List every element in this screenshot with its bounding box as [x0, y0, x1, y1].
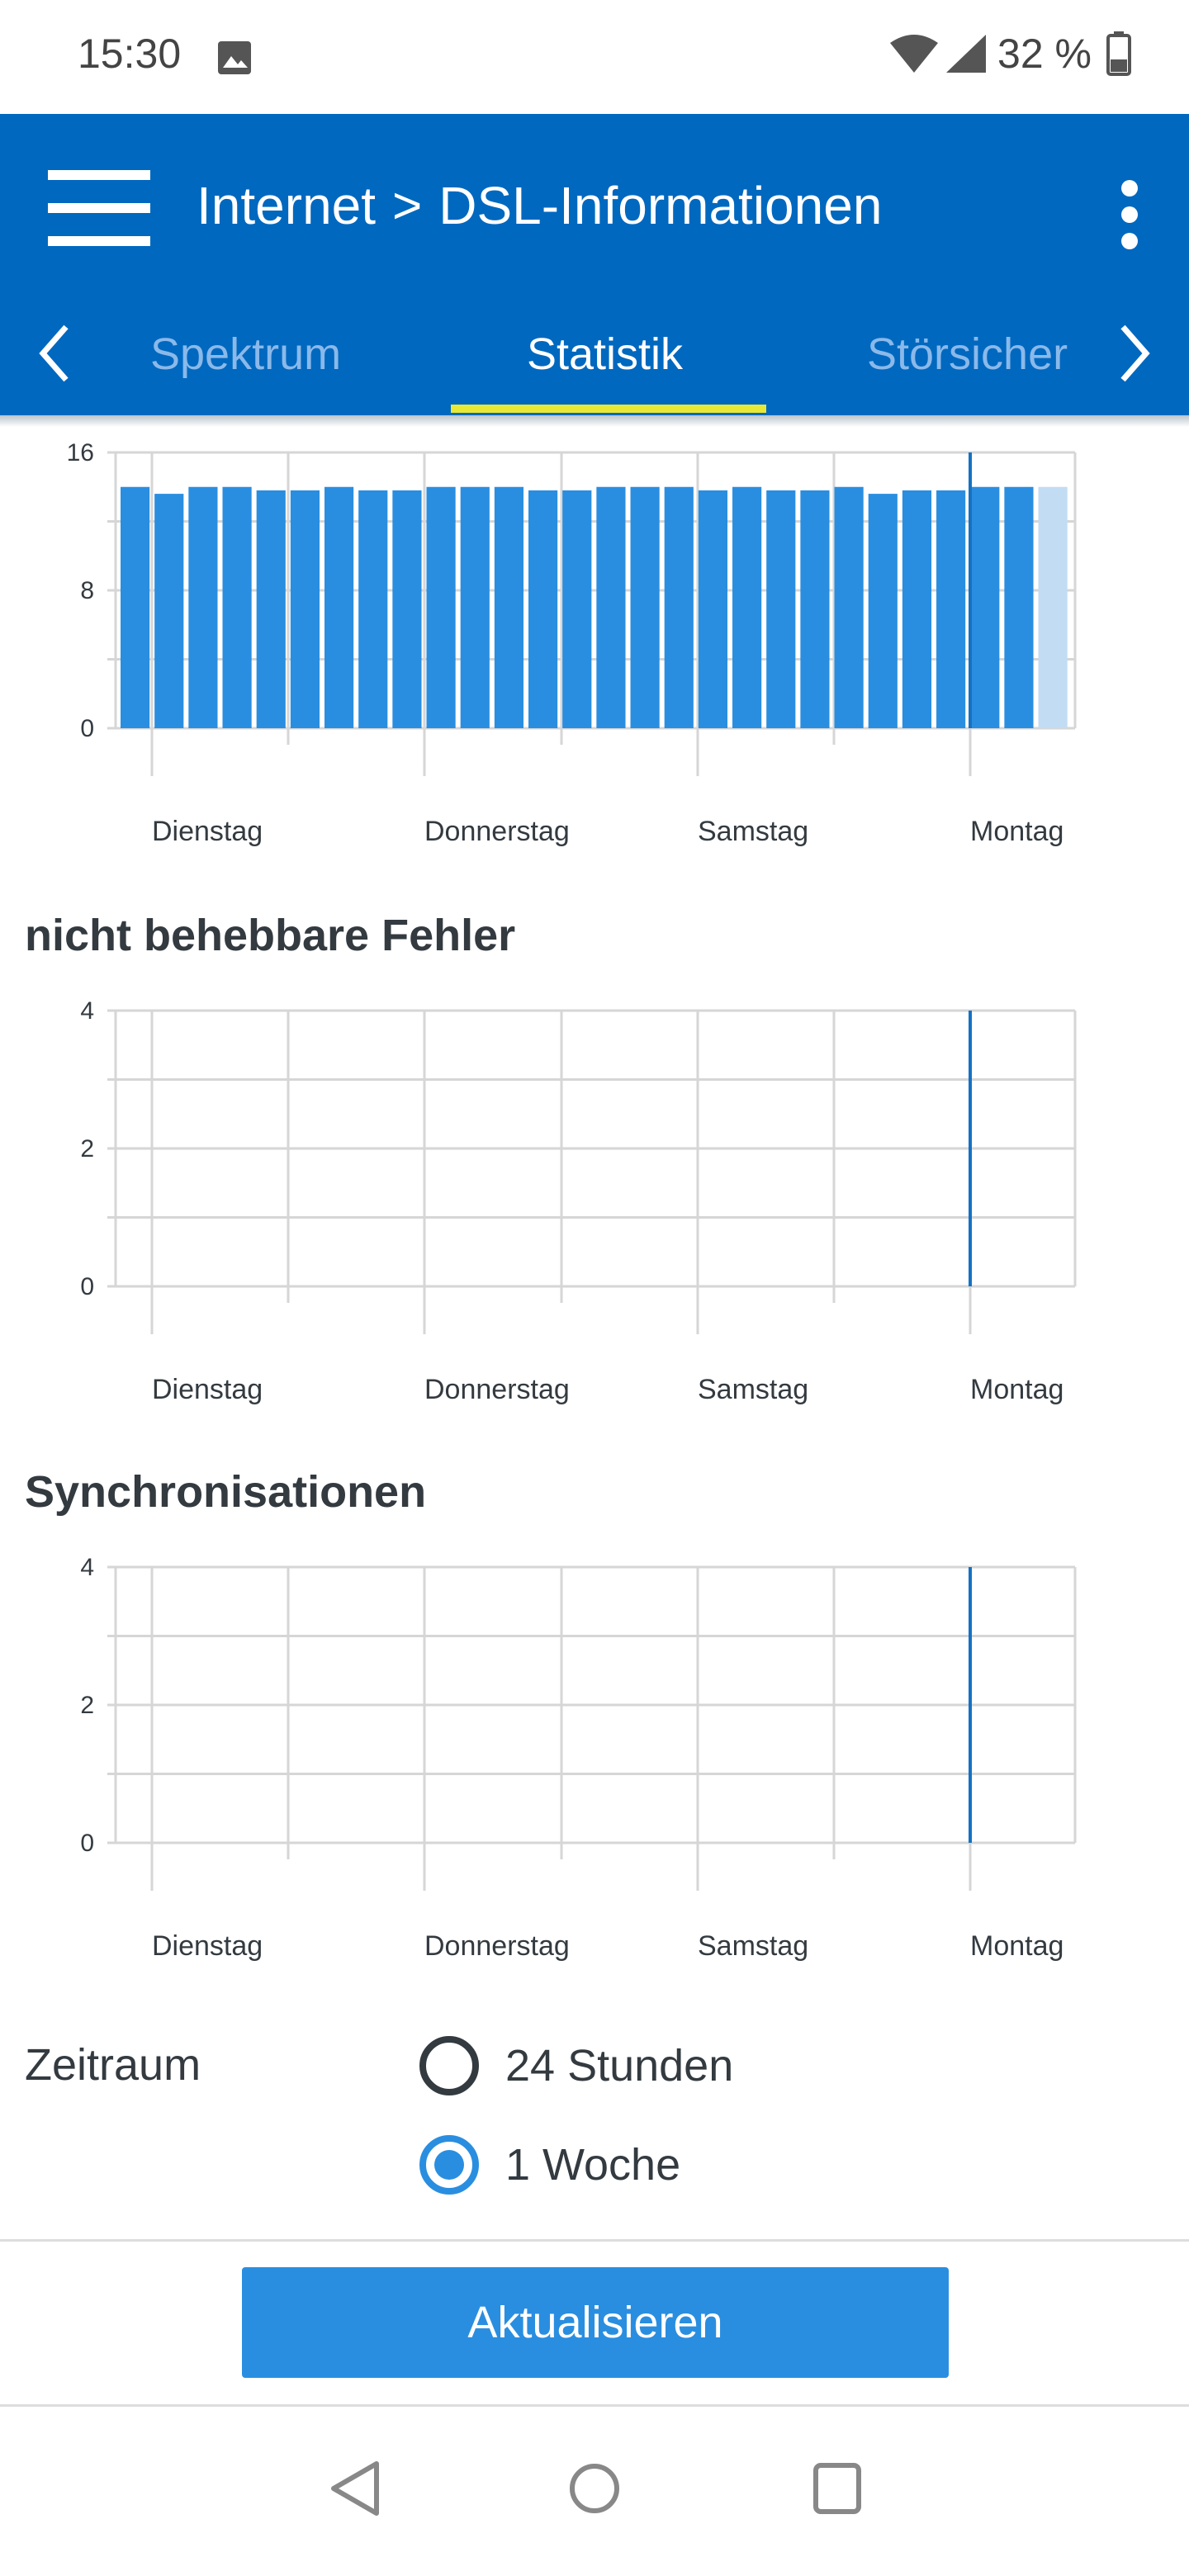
bar — [834, 486, 864, 728]
y-tick-label: 2 — [80, 1135, 94, 1163]
bar — [596, 486, 626, 728]
y-tick-label: 8 — [80, 577, 94, 604]
bar — [392, 490, 422, 728]
chevron-right-icon[interactable] — [1116, 320, 1153, 386]
bar — [222, 486, 252, 728]
divider-top — [0, 2239, 1189, 2242]
x-tick-label: Dienstag — [152, 1374, 263, 1405]
bar — [664, 486, 694, 728]
bar — [121, 486, 150, 728]
y-tick-label: 4 — [80, 1554, 94, 1581]
status-icons: 32 % — [888, 30, 1131, 78]
page-title: Internet > DSL-Informationen — [197, 175, 882, 236]
active-tab-indicator — [451, 405, 766, 413]
x-tick-label: Dienstag — [152, 1930, 263, 1962]
more-options-icon[interactable] — [1115, 178, 1148, 253]
bar — [698, 490, 728, 728]
breadcrumb-internet[interactable]: Internet — [197, 176, 377, 235]
recents-icon[interactable] — [811, 2459, 864, 2518]
bar — [970, 486, 1000, 728]
bar-chart: 16 8 0 Dienstag Donnerstag Samstag Montag — [67, 439, 1077, 847]
bar — [460, 486, 490, 728]
hamburger-menu-icon[interactable] — [48, 167, 150, 249]
home-icon[interactable] — [568, 2459, 621, 2518]
divider-bottom — [0, 2404, 1189, 2407]
bar — [1004, 486, 1034, 728]
bar — [188, 486, 218, 728]
bar — [324, 486, 354, 728]
app-bar-shadow — [0, 415, 1189, 427]
chart-uncorrectable-errors: nicht behebbare Fehler 4 2 0 Dienstag Donner… — [0, 892, 1189, 1420]
breadcrumb-separator: > — [392, 177, 423, 234]
x-tick-label: Samstag — [698, 816, 808, 847]
chart-bandwidth: 16 8 0 Dienstag Donnerstag Samstag Montag — [0, 429, 1189, 859]
x-tick-label: Samstag — [698, 1930, 808, 1962]
x-tick-label: Dienstag — [152, 816, 263, 847]
radio-label-24h: 24 Stunden — [505, 2041, 734, 2091]
radio-label-1-week: 1 Woche — [505, 2140, 681, 2190]
status-time: 15:30 — [78, 31, 182, 77]
bar — [766, 490, 796, 728]
back-icon[interactable] — [329, 2459, 381, 2518]
radio-24-hours[interactable]: 24 Stunden — [419, 2036, 733, 2095]
signal-icon — [946, 35, 987, 73]
x-tick-label: Donnerstag — [424, 1374, 570, 1405]
bar — [528, 490, 558, 728]
errors-chart: 4 2 0 Dienstag Donnerstag Samstag Montag — [80, 997, 1077, 1405]
chart-synchronizations: Synchronisationen 4 2 0 Dienstag Donnerstag S… — [0, 1448, 1189, 1977]
tab-statistik[interactable]: Statistik — [527, 329, 684, 379]
y-tick-label: 16 — [67, 439, 94, 466]
radio-button-1-week[interactable] — [419, 2135, 479, 2195]
x-tick-label: Donnerstag — [424, 816, 570, 847]
tab-stoersicher[interactable]: Störsicher — [867, 329, 1068, 379]
y-tick-label: 0 — [80, 715, 94, 742]
y-tick-label: 0 — [80, 1830, 94, 1857]
bar — [902, 490, 932, 728]
bar — [426, 486, 456, 728]
x-tick-label: Montag — [970, 816, 1063, 847]
bar — [358, 490, 388, 728]
bar — [154, 494, 184, 728]
image-icon — [218, 41, 251, 74]
x-tick-label: Montag — [970, 1374, 1063, 1405]
bar — [562, 490, 592, 728]
bar — [800, 490, 830, 728]
refresh-button[interactable]: Aktualisieren — [242, 2267, 949, 2378]
x-tick-label: Montag — [970, 1930, 1063, 1962]
section-title-errors: nicht behebbare Fehler — [25, 911, 516, 960]
radio-button-24h[interactable] — [419, 2036, 479, 2095]
bar — [494, 486, 524, 728]
bar — [732, 486, 762, 728]
app-bar: Internet > DSL-Informationen Spektrum St… — [0, 114, 1189, 415]
period-label: Zeitraum — [25, 2040, 201, 2090]
tab-bar: Spektrum Statistik Störsicher — [0, 304, 1189, 415]
radio-1-week[interactable]: 1 Woche — [419, 2135, 680, 2195]
y-tick-label: 2 — [80, 1692, 94, 1719]
bar — [936, 490, 966, 728]
battery-percentage: 32 % — [997, 31, 1092, 77]
breadcrumb-dsl-informationen: DSL-Informationen — [438, 176, 883, 235]
sync-chart: 4 2 0 Dienstag Donnerstag Samstag Montag — [80, 1554, 1077, 1962]
chevron-left-icon[interactable] — [36, 320, 73, 386]
y-tick-label: 4 — [80, 997, 94, 1025]
tab-spektrum[interactable]: Spektrum — [150, 329, 342, 379]
status-bar: 15:30 32 % — [0, 0, 1189, 114]
x-tick-label: Donnerstag — [424, 1930, 570, 1962]
system-nav-bar — [0, 2409, 1189, 2576]
x-tick-label: Samstag — [698, 1374, 808, 1405]
bar — [630, 486, 660, 728]
bar — [868, 494, 898, 728]
bar — [290, 490, 320, 728]
bar-current — [1038, 486, 1068, 728]
section-title-sync: Synchronisationen — [25, 1467, 427, 1517]
wifi-icon — [890, 35, 939, 73]
battery-icon — [1106, 31, 1131, 76]
bar — [256, 490, 286, 728]
y-tick-label: 0 — [80, 1273, 94, 1300]
